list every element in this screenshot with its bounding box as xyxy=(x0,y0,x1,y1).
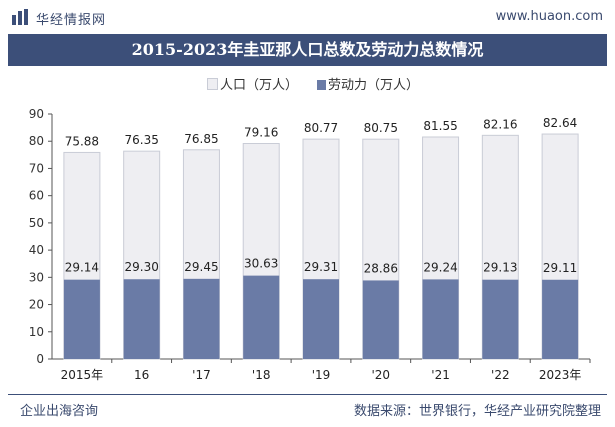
labor-value-label: 29.14 xyxy=(65,261,99,275)
legend-item-labor: 劳动力（万人） xyxy=(317,74,419,93)
y-tick-label: 70 xyxy=(29,161,44,175)
x-tick-label: '22 xyxy=(491,368,510,382)
population-value-label: 82.16 xyxy=(483,117,517,131)
x-tick-label: '17 xyxy=(192,368,211,382)
labor-value-label: 29.45 xyxy=(184,260,218,274)
population-value-label: 79.16 xyxy=(244,126,278,140)
y-tick-label: 0 xyxy=(36,352,44,366)
labor-bar xyxy=(422,279,459,359)
labor-bar xyxy=(243,275,280,359)
legend-label-population: 人口（万人） xyxy=(220,78,299,93)
legend: 人口（万人） 劳动力（万人） xyxy=(0,71,615,93)
y-tick-label: 10 xyxy=(29,325,44,339)
population-value-label: 81.55 xyxy=(423,119,457,133)
labor-bar xyxy=(183,278,220,359)
x-tick-label: '19 xyxy=(312,368,331,382)
labor-value-label: 29.30 xyxy=(124,260,158,274)
footer-divider xyxy=(8,394,607,395)
footer: 企业出海咨询 数据来源：世界银行，华经产业研究院整理 xyxy=(0,394,615,427)
labor-bar xyxy=(303,279,339,359)
labor-value-label: 30.63 xyxy=(244,257,278,271)
legend-label-labor: 劳动力（万人） xyxy=(328,78,420,93)
x-tick-label: '21 xyxy=(431,368,450,382)
labor-bar xyxy=(362,280,399,359)
labor-value-label: 29.24 xyxy=(423,260,457,274)
title-bar: 2015-2023年圭亚那人口总数及劳动力总数情况 xyxy=(8,34,607,66)
population-value-label: 76.35 xyxy=(124,133,158,147)
population-value-label: 75.88 xyxy=(65,134,99,148)
population-value-label: 76.85 xyxy=(184,132,218,146)
y-tick-label: 40 xyxy=(29,243,44,257)
y-tick-label: 20 xyxy=(29,298,44,312)
y-tick-label: 30 xyxy=(29,270,44,284)
y-tick-label: 90 xyxy=(29,107,44,121)
brand-name: 华经情报网 xyxy=(36,13,107,28)
labor-value-label: 29.31 xyxy=(304,260,338,274)
x-tick-label: '20 xyxy=(371,368,390,382)
y-tick-label: 50 xyxy=(29,216,44,230)
legend-swatch-population xyxy=(207,78,218,90)
labor-value-label: 29.13 xyxy=(483,261,517,275)
x-tick-label: 2023年 xyxy=(539,368,582,382)
population-value-label: 80.77 xyxy=(304,121,338,135)
site-url[interactable]: www.huaon.com xyxy=(495,9,603,24)
top-bar: 华经情报网 www.huaon.com xyxy=(0,0,615,34)
labor-value-label: 28.86 xyxy=(364,261,398,275)
labor-bar xyxy=(482,279,519,359)
y-tick-label: 60 xyxy=(29,189,44,203)
population-value-label: 80.75 xyxy=(364,121,398,135)
labor-value-label: 29.11 xyxy=(543,261,577,275)
labor-bar xyxy=(542,279,579,359)
legend-item-population: 人口（万人） xyxy=(207,74,298,93)
bar-chart: 0 10 20 30 40 50 60 70 80 90 75.88 29.14 2015年 76.35 2… xyxy=(29,107,591,382)
x-tick-label: '18 xyxy=(252,368,271,382)
footer-note: 企业出海咨询 xyxy=(20,404,99,419)
logo-icon xyxy=(12,9,28,25)
x-tick-label: 16 xyxy=(134,368,149,382)
chart-title: 2015-2023年圭亚那人口总数及劳动力总数情况 xyxy=(131,40,484,59)
labor-bar xyxy=(63,279,100,359)
data-source: 数据来源：世界银行，华经产业研究院整理 xyxy=(353,404,601,419)
legend-swatch-labor xyxy=(317,80,326,90)
y-tick-label: 80 xyxy=(29,134,44,148)
labor-bar xyxy=(123,279,160,359)
population-value-label: 82.64 xyxy=(543,116,577,130)
x-tick-label: 2015年 xyxy=(61,368,104,382)
